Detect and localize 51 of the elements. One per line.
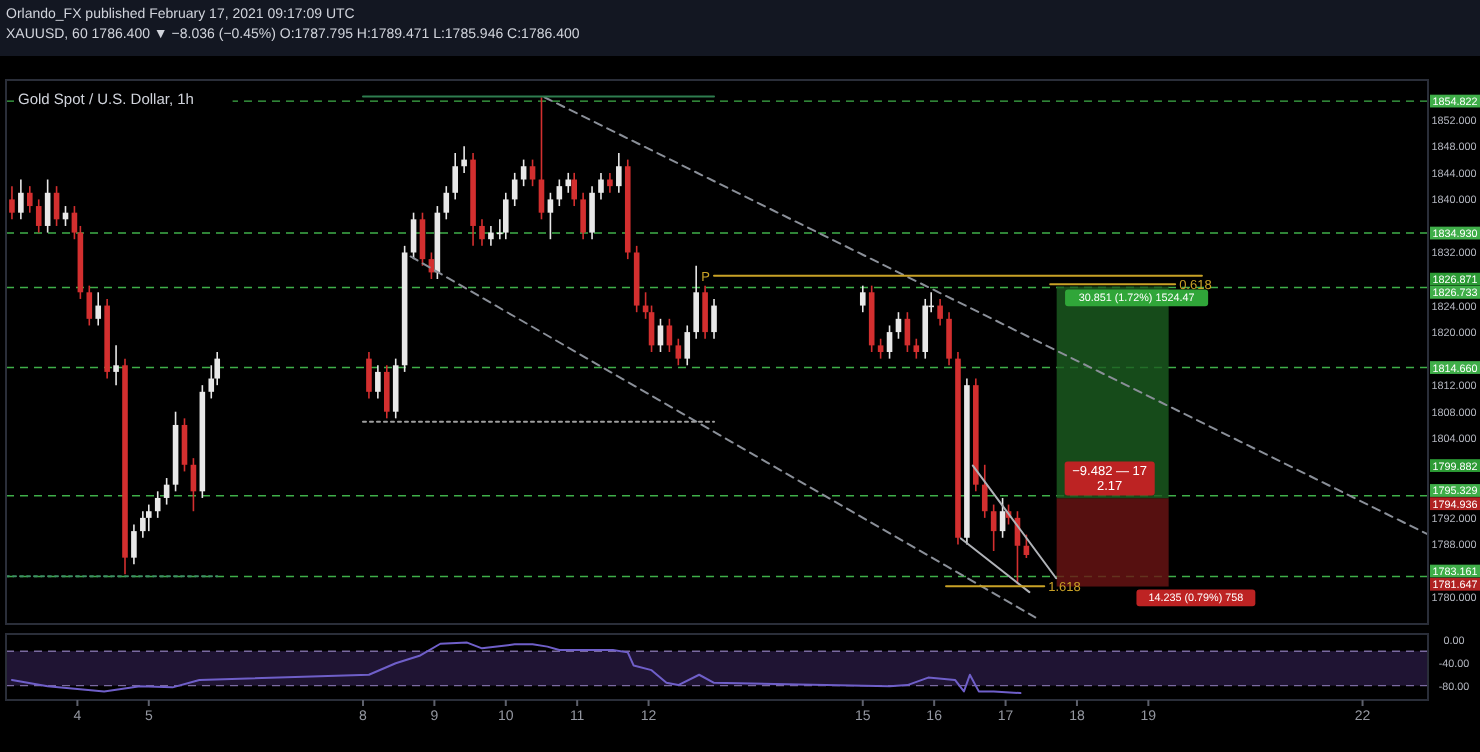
candlestick <box>702 284 708 340</box>
candlestick <box>181 417 188 473</box>
candlestick <box>598 172 604 201</box>
candlestick <box>999 497 1006 539</box>
candlestick <box>502 191 509 241</box>
candlestick <box>711 298 717 340</box>
line-series <box>10 641 1022 695</box>
candlestick <box>511 172 518 207</box>
candlestick <box>922 298 929 360</box>
candlestick <box>443 185 450 221</box>
candlestick <box>419 211 426 267</box>
candlestick <box>375 364 381 400</box>
candlestick <box>990 503 997 552</box>
candlestick <box>9 185 15 221</box>
candlestick <box>913 337 920 360</box>
candlestick <box>366 351 372 400</box>
candlestick <box>580 191 586 241</box>
candlestick <box>154 490 161 519</box>
candlestick <box>607 172 613 194</box>
candlestick <box>27 185 33 214</box>
candlestick <box>383 364 390 420</box>
candlestick <box>937 298 943 327</box>
candlestick <box>18 178 24 221</box>
candlestick <box>547 191 554 241</box>
candlestick <box>693 264 699 340</box>
candlestick <box>589 185 595 241</box>
candlestick <box>520 158 527 187</box>
candlestick <box>675 337 682 367</box>
candlestick <box>529 158 536 187</box>
candlestick <box>86 284 93 327</box>
candlestick <box>452 152 459 201</box>
candlestick <box>146 503 152 532</box>
candlestick <box>131 523 137 566</box>
candlestick <box>571 172 578 207</box>
candlestick <box>461 145 467 174</box>
candlestick <box>946 311 952 367</box>
candlestick <box>113 344 119 386</box>
candlestick <box>684 324 691 367</box>
candlestick <box>666 318 673 353</box>
candlestick <box>981 463 988 519</box>
candlestick <box>565 172 572 194</box>
candlestick <box>657 318 664 353</box>
candlestick <box>95 291 102 327</box>
candlestick <box>616 152 622 194</box>
candlestick <box>140 510 146 539</box>
candlestick <box>479 218 485 247</box>
candlestick <box>859 284 866 313</box>
candlestick <box>35 198 42 234</box>
candlestick <box>392 357 399 420</box>
candlestick <box>877 337 884 360</box>
candlestick <box>886 324 893 360</box>
